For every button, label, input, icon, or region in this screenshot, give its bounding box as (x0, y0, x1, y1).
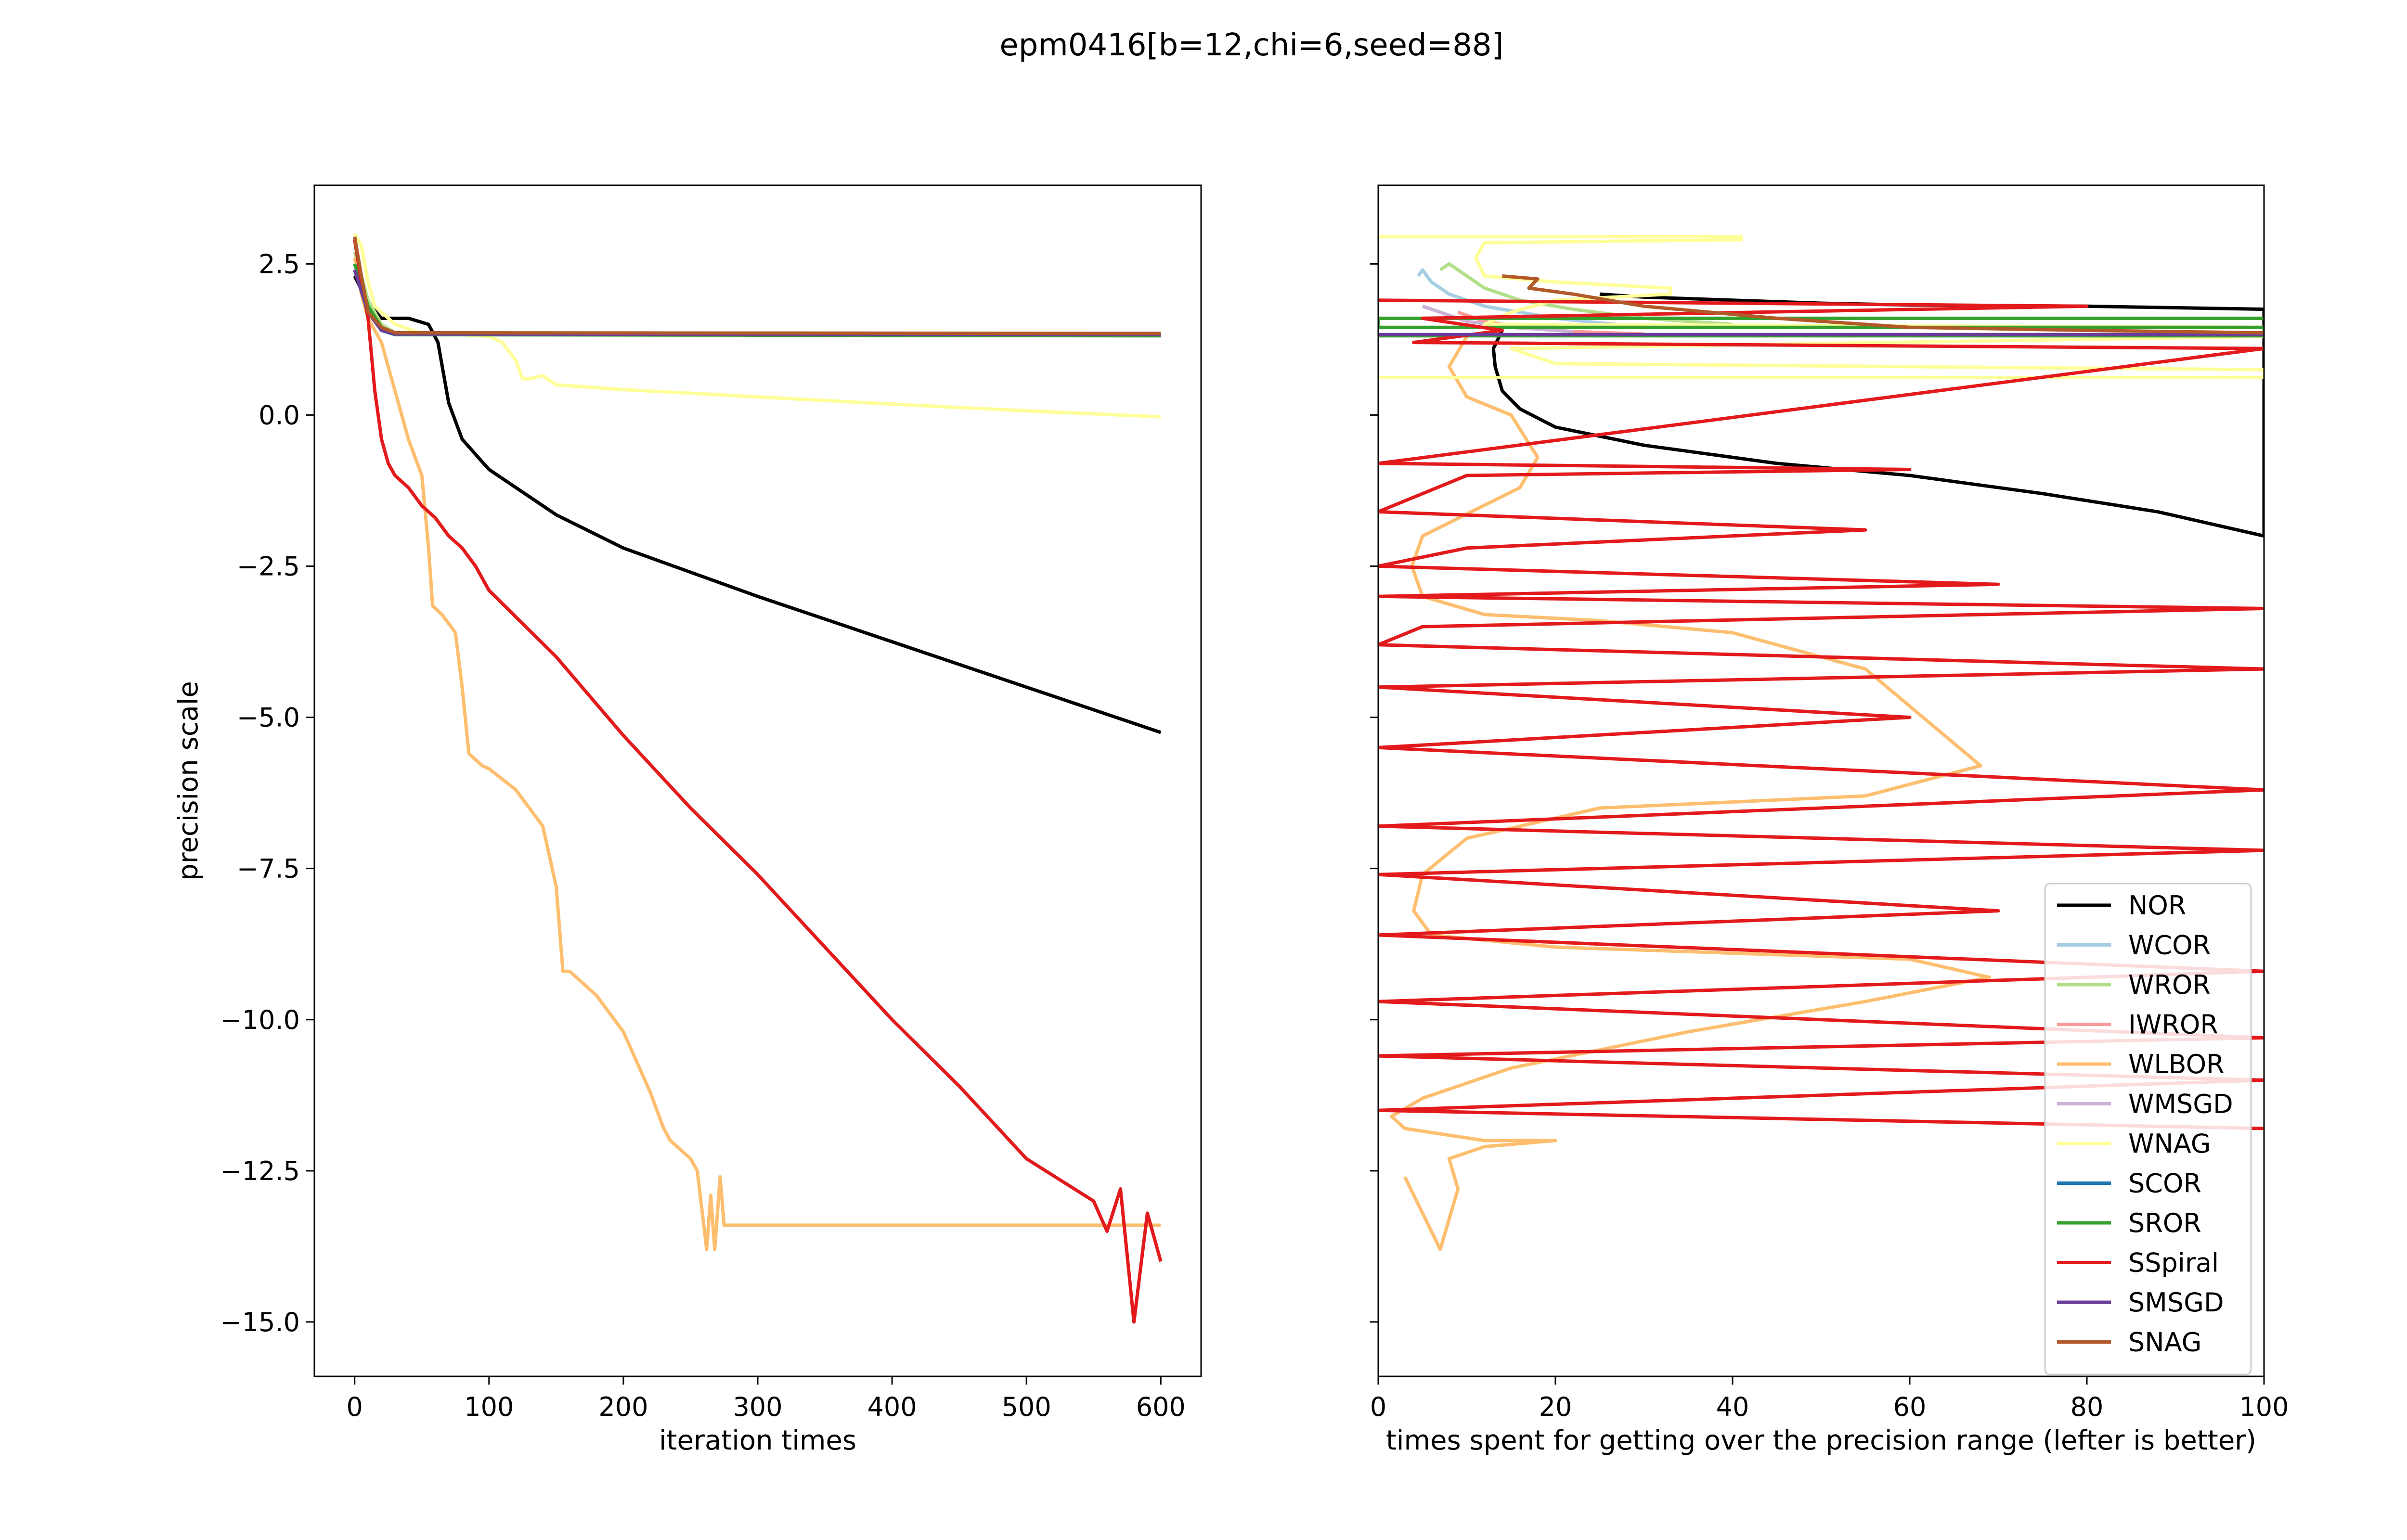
legend-label-sror: SROR (2128, 1208, 2201, 1238)
x-tick-label: 80 (2071, 1392, 2104, 1422)
y-tick-label: −15.0 (220, 1307, 300, 1337)
series-line-snag (1502, 274, 2264, 334)
series-line-iwror (353, 263, 1161, 336)
legend-label-scor: SCOR (2128, 1168, 2201, 1199)
series-line-wmsgd (353, 263, 1161, 336)
series-line-wror (353, 251, 1161, 336)
y-tick-label: −10.0 (220, 1005, 300, 1035)
x-tick-label: 60 (1893, 1392, 1927, 1422)
y-tick-label: 0.0 (259, 400, 300, 430)
series-line-wnag (353, 232, 1161, 419)
legend-label-sspiral: SSpiral (2128, 1248, 2219, 1278)
series-line-snag (353, 236, 1161, 335)
legend-box (2044, 883, 2252, 1375)
series-line-wlbor (353, 257, 1161, 1251)
legend-label-nor: NOR (2128, 890, 2186, 921)
series-line-scor (353, 269, 1161, 337)
x-tick-label: 200 (598, 1392, 648, 1422)
x-tick-label: 100 (2239, 1392, 2289, 1422)
series-line-sror (353, 263, 1161, 338)
x-tick-label: 400 (867, 1392, 917, 1422)
x-tick-label: 0 (1370, 1392, 1386, 1422)
x-axis-label: iteration times (659, 1425, 856, 1456)
legend-label-smsgd: SMSGD (2128, 1287, 2224, 1318)
axes-frame (1377, 184, 2265, 1377)
left-axes: 0 100 200 300 400 500 600 2.5 0.0 −2.5 −5.0 −7.5 −10… (173, 184, 1202, 1456)
legend-label-wror: WROR (2128, 970, 2211, 1000)
x-tick-label: 20 (1539, 1392, 1572, 1422)
series-line-nor (353, 275, 1162, 734)
y-tick-label: −7.5 (237, 854, 300, 884)
legend-label-wcor: WCOR (2128, 930, 2211, 961)
x-tick-label: 40 (1716, 1392, 1749, 1422)
legend-label-iwror: IWROR (2128, 1010, 2218, 1040)
figure-title: epm0416[b=12,chi=6,seed=88] (999, 27, 1503, 63)
legend-label-wlbor: WLBOR (2128, 1049, 2225, 1079)
series-line-smsgd (353, 269, 1161, 336)
legend: NOR WCOR WROR IWROR WLBOR WMSGD WNAG SCOR SROR SS… (2044, 883, 2252, 1375)
axes-frame (313, 184, 1202, 1377)
legend-label-wmsgd: WMSGD (2128, 1089, 2233, 1119)
x-tick-label: 500 (1002, 1392, 1051, 1422)
x-tick-label: 0 (347, 1392, 363, 1422)
legend-label-snag: SNAG (2128, 1327, 2202, 1358)
x-tick-label: 100 (464, 1392, 514, 1422)
x-tick-label: 600 (1136, 1392, 1186, 1422)
x-axis-label: times spent for getting over the precisi… (1386, 1425, 2256, 1456)
series-line-wlbor (1390, 335, 1992, 1251)
x-tick-label: 300 (733, 1392, 782, 1422)
y-tick-label: −2.5 (237, 551, 300, 581)
y-tick-label: −12.5 (220, 1156, 300, 1186)
legend-label-wnag: WNAG (2128, 1129, 2211, 1159)
y-tick-label: 2.5 (259, 249, 300, 279)
y-tick-label: −5.0 (237, 703, 300, 733)
series-line-sspiral (353, 239, 1163, 1324)
y-axis-label: precision scale (173, 681, 204, 881)
series-line-wcor (353, 257, 1161, 336)
